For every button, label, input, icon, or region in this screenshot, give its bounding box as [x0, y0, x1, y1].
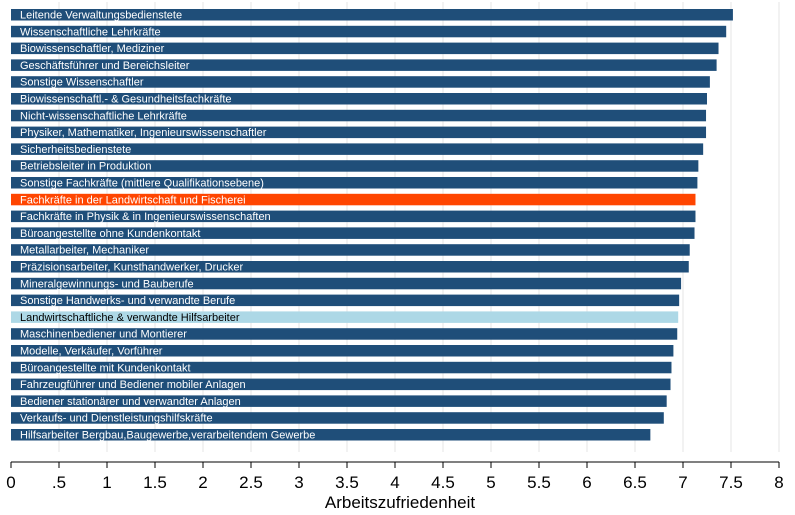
x-tick-label: 4: [390, 473, 399, 492]
bar-group: Sonstige Handwerks- und verwandte Berufe: [11, 294, 680, 307]
bar-label: Mineralgewinnungs- und Bauberufe: [20, 278, 194, 290]
bar: [11, 277, 682, 290]
bar-group: Hilfsarbeiter Bergbau,Baugewerbe,verarbe…: [11, 429, 651, 442]
bar: [11, 42, 719, 55]
bar-label: Biowissenschaftler, Mediziner: [20, 43, 165, 55]
bar-group: Maschinenbediener und Montierer: [11, 328, 678, 341]
bar-label: Leitende Verwaltungsbedienstete: [20, 10, 182, 22]
bar: [11, 59, 717, 71]
bar: [11, 143, 704, 155]
bar-label: Hilfsarbeiter Bergbau,Baugewerbe,verarbe…: [20, 430, 315, 442]
bar: [11, 126, 707, 139]
bar: [11, 261, 689, 273]
bar-label: Betriebsleiter in Produktion: [20, 161, 151, 173]
bar-label: Metallarbeiter, Mechaniker: [20, 245, 149, 257]
x-tick-label: 5: [486, 473, 495, 492]
bar-label: Fachkräfte in der Landwirtschaft und Fis…: [20, 194, 246, 206]
bar-label: Sicherheitsbedienstete: [20, 144, 131, 156]
x-tick-label: 8: [774, 473, 783, 492]
bar-label: Fachkräfte in Physik & in Ingenieurswiss…: [20, 211, 271, 223]
bar: [11, 109, 707, 122]
x-tick-label: 1.5: [143, 473, 167, 492]
bar-label: Wissenschaftliche Lehrkräfte: [20, 26, 161, 38]
x-tick-label: 2.5: [239, 473, 263, 492]
bar: [11, 177, 698, 189]
bar-group: Physiker, Mathematiker, Ingenieurswissen…: [11, 126, 707, 139]
bar-group: Büroangestellte mit Kundenkontakt: [11, 361, 672, 374]
bar-label: Präzisionsarbeiter, Kunsthandwerker, Dru…: [20, 262, 243, 274]
bar-label: Bediener stationärer und verwandter Anla…: [20, 396, 241, 408]
bar-label: Sonstige Fachkräfte (mittlere Qualifikat…: [20, 178, 264, 190]
bar-label: Biowissenschaftl.- & Gesundheitsfachkräf…: [20, 94, 232, 106]
x-tick-label: 6.5: [623, 473, 647, 492]
bar-group: Metallarbeiter, Mechaniker: [11, 244, 690, 257]
bar-label: Nicht-wissenschaftliche Lehrkräfte: [20, 110, 187, 122]
bar-group: Fahrzeugführer und Bediener mobiler Anla…: [11, 378, 671, 391]
x-tick-label: 0: [6, 473, 15, 492]
bar: [11, 210, 696, 223]
x-tick-label: 6: [582, 473, 591, 492]
bar-group: Betriebsleiter in Produktion: [11, 160, 699, 173]
bar-group: Sicherheitsbedienstete: [11, 143, 704, 156]
bar-label: Maschinenbediener und Montierer: [20, 329, 187, 341]
x-tick-label: .5: [52, 473, 66, 492]
bar-group: Sonstige Wissenschaftler: [11, 76, 710, 89]
x-tick-label: 1: [102, 473, 111, 492]
bar-group: Biowissenschaftl.- & Gesundheitsfachkräf…: [11, 93, 707, 106]
x-tick-label: 2: [198, 473, 207, 492]
x-tick-label: 5.5: [527, 473, 551, 492]
bar-group: Wissenschaftliche Lehrkräfte: [11, 25, 727, 38]
bar: [11, 294, 680, 307]
bar-label: Physiker, Mathematiker, Ingenieurswissen…: [20, 127, 267, 139]
bar-group: Verkaufs- und Dienstleistungshilfskräfte: [11, 412, 664, 425]
bar: [11, 9, 733, 21]
bar: [11, 93, 707, 105]
x-tick-label: 7: [678, 473, 687, 492]
bar-label: Sonstige Handwerks- und verwandte Berufe: [20, 295, 235, 307]
bar-label: Geschäftsführer und Bereichsleiter: [20, 60, 190, 72]
bar: [11, 345, 674, 357]
bar-group: Büroangestellte ohne Kundenkontakt: [11, 227, 695, 240]
bar: [11, 311, 679, 323]
bar: [11, 395, 667, 407]
bar: [11, 193, 696, 206]
bar-group: Mineralgewinnungs- und Bauberufe: [11, 277, 682, 290]
bar-label: Büroangestellte ohne Kundenkontakt: [20, 228, 200, 240]
bar: [11, 412, 664, 424]
bar: [11, 76, 710, 88]
bar-group: Leitende Verwaltungsbedienstete: [11, 9, 733, 22]
bar-label: Landwirtschaftliche & verwandte Hilfsarb…: [20, 312, 240, 324]
bar-group: Bediener stationärer und verwandter Anla…: [11, 395, 667, 408]
bars: Leitende Verwaltungsbedienstete Wissensch…: [11, 9, 733, 442]
x-tick-label: 7.5: [719, 473, 743, 492]
bar: [11, 328, 678, 340]
bar-group: Geschäftsführer und Bereichsleiter: [11, 59, 717, 72]
bar: [11, 25, 727, 38]
bar-group: Landwirtschaftliche & verwandte Hilfsarb…: [11, 311, 679, 324]
x-tick-label: 3.5: [335, 473, 359, 492]
bar-group: Fachkräfte in der Landwirtschaft und Fis…: [11, 193, 696, 206]
bar: [11, 244, 690, 256]
bar: [11, 160, 699, 172]
bar-label: Modelle, Verkäufer, Vorführer: [20, 346, 163, 358]
bar: [11, 378, 671, 391]
bar: [11, 429, 651, 441]
bar-group: Nicht-wissenschaftliche Lehrkräfte: [11, 109, 707, 122]
bar-label: Verkaufs- und Dienstleistungshilfskräfte: [20, 413, 213, 425]
x-tick-label: 3: [294, 473, 303, 492]
bar-group: Biowissenschaftler, Mediziner: [11, 42, 719, 55]
x-tick-label: 4.5: [431, 473, 455, 492]
bar-group: Fachkräfte in Physik & in Ingenieurswiss…: [11, 210, 696, 223]
bar-group: Modelle, Verkäufer, Vorführer: [11, 345, 674, 358]
bar-group: Präzisionsarbeiter, Kunsthandwerker, Dru…: [11, 261, 689, 274]
bar-group: Sonstige Fachkräfte (mittlere Qualifikat…: [11, 177, 698, 190]
x-axis-title: Arbeitszufriedenheit: [325, 493, 476, 512]
x-axis: 0 .5 1 1.5 2 2.5 3 3.5 4 4.5 5 5.5 6 6.5 7 7.5 8: [6, 461, 784, 492]
bar: [11, 227, 695, 239]
bar-label: Büroangestellte mit Kundenkontakt: [20, 362, 191, 374]
bar-label: Fahrzeugführer und Bediener mobiler Anla…: [20, 379, 246, 391]
bar-label: Sonstige Wissenschaftler: [20, 77, 144, 89]
bar: [11, 361, 672, 374]
